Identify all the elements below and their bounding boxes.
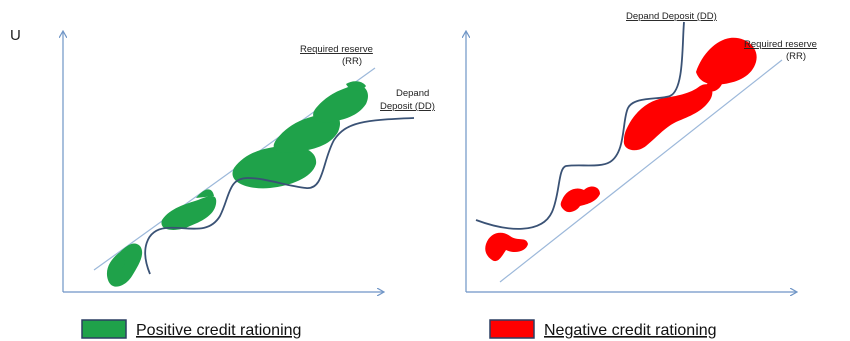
legend: Positive credit rationing Negative credi… [81, 319, 717, 339]
right-rr-label: Required reserve [744, 39, 817, 50]
left-rr-label-line2: (RR) [342, 56, 362, 67]
left-dd-label-line1: Depand [396, 88, 429, 99]
left-panel: Required reserve (RR) Depand Deposit (DD… [63, 32, 435, 292]
right-rr-label-2: (RR) [786, 51, 806, 62]
left-rr-label: Required reserve [300, 44, 373, 55]
legend-positive-text: Positive credit rationing [136, 322, 301, 339]
right-rr-label-line2: (RR) [786, 51, 806, 62]
right-rr-label-line1: Required reserve [744, 39, 817, 50]
left-dd-label: Depand [396, 88, 429, 99]
legend-negative-label: Negative credit rationing [544, 322, 717, 339]
right-dd-label: Depand Deposit (DD) [626, 11, 717, 22]
right-panel: Depand Deposit (DD) Required reserve (RR… [466, 11, 817, 292]
right-required-reserve-line [499, 59, 783, 283]
left-rr-label-2: (RR) [342, 56, 362, 67]
legend-negative-swatch [489, 319, 535, 339]
right-dd-label-text: Depand Deposit (DD) [626, 11, 717, 22]
positive-rationing-area [106, 81, 369, 287]
left-dd-label-2: Deposit (DD) [380, 101, 435, 112]
left-depand-deposit-curve [144, 117, 415, 275]
legend-positive-swatch [81, 319, 127, 339]
legend-negative-text: Negative credit rationing [544, 322, 717, 339]
right-depand-deposit-curve [475, 21, 685, 230]
left-dd-label-line2: Deposit (DD) [380, 101, 435, 112]
legend-positive-label: Positive credit rationing [136, 322, 301, 339]
left-rr-label-line1: Required reserve [300, 44, 373, 55]
y-axis-label: U [10, 27, 21, 44]
negative-rationing-area [485, 37, 757, 262]
